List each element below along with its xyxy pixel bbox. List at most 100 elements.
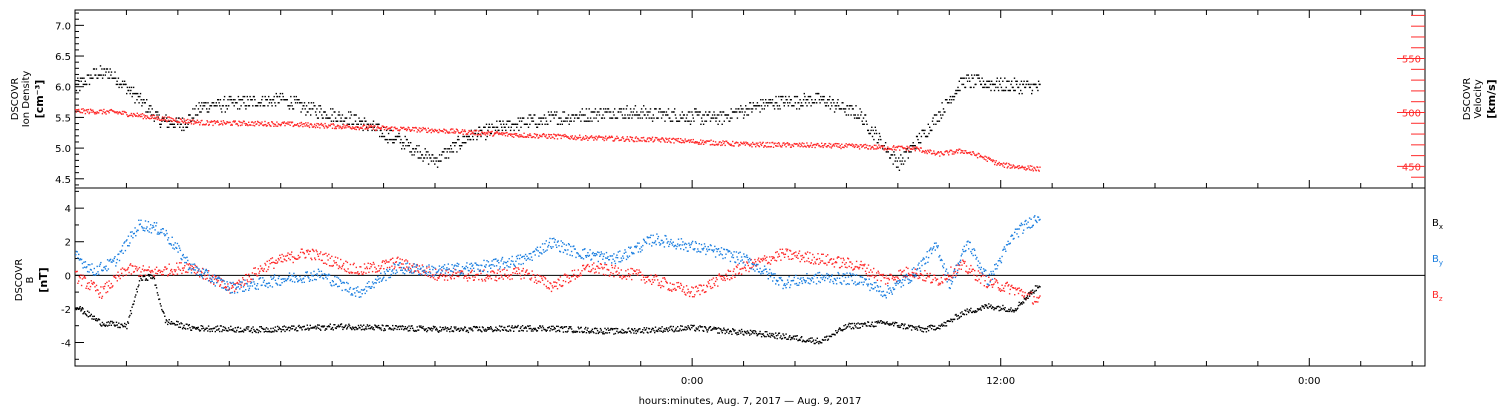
- bz-point: [525, 270, 527, 272]
- bz-point: [980, 275, 982, 278]
- density-point: [310, 102, 313, 104]
- velocity-point: [394, 127, 397, 130]
- bz-point: [821, 253, 823, 255]
- by-point: [408, 266, 410, 268]
- bz-point: [876, 279, 879, 281]
- density-point: [208, 108, 211, 110]
- by-point: [469, 263, 471, 265]
- velocity-point: [946, 150, 948, 152]
- by-point: [242, 286, 245, 288]
- bz-point: [893, 279, 895, 281]
- by-point: [356, 290, 358, 292]
- by-point: [75, 254, 77, 256]
- by-point: [535, 248, 537, 250]
- velocity-point: [608, 137, 610, 139]
- bz-point: [881, 275, 884, 277]
- bz-point: [553, 281, 555, 283]
- by-point: [544, 250, 547, 252]
- by-point: [472, 267, 475, 269]
- bz-point: [1002, 289, 1004, 292]
- bz-point: [884, 277, 886, 279]
- density-point: [712, 117, 714, 119]
- by-point: [536, 249, 538, 251]
- density-point: [523, 117, 525, 119]
- by-point: [307, 276, 309, 278]
- density-point: [625, 108, 628, 110]
- bz-point: [541, 279, 544, 281]
- by-point: [596, 254, 598, 256]
- by-point: [291, 274, 293, 277]
- bz-point: [446, 275, 448, 277]
- velocity-point: [328, 124, 330, 126]
- bz-point: [763, 255, 766, 257]
- by-point: [656, 233, 658, 235]
- velocity-point: [414, 127, 416, 129]
- bz-point: [242, 279, 245, 281]
- velocity-point: [580, 139, 582, 141]
- velocity-point: [736, 141, 738, 144]
- by-point: [731, 256, 733, 258]
- bz-point: [172, 273, 174, 275]
- bz-point: [135, 268, 137, 270]
- bz-point: [170, 269, 172, 272]
- velocity-point: [524, 136, 526, 138]
- density-point: [472, 138, 475, 141]
- velocity-point: [639, 140, 642, 142]
- bz-point: [953, 272, 955, 274]
- velocity-point: [550, 134, 553, 136]
- velocity-point: [487, 130, 490, 133]
- velocity-point: [161, 118, 163, 120]
- by-point: [454, 264, 456, 266]
- by-point: [737, 252, 740, 254]
- density-point: [756, 105, 758, 107]
- velocity-point: [905, 149, 908, 151]
- bz-point: [691, 296, 694, 298]
- velocity-point: [338, 127, 340, 129]
- density-point: [412, 148, 415, 150]
- bz-point: [679, 287, 681, 289]
- density-point: [645, 117, 648, 119]
- bz-point: [161, 270, 164, 273]
- bz-point: [259, 270, 261, 272]
- bz-point: [824, 262, 826, 265]
- density-point: [195, 105, 197, 107]
- density-point: [339, 114, 341, 116]
- bz-point: [328, 253, 330, 256]
- density-point: [543, 114, 546, 116]
- velocity-point: [575, 138, 577, 141]
- by-point: [685, 246, 687, 249]
- velocity-point: [858, 148, 861, 150]
- by-point: [185, 261, 187, 264]
- bz-point: [779, 248, 781, 251]
- bz-point: [988, 276, 990, 278]
- density-point: [802, 105, 804, 107]
- bz-point: [377, 270, 379, 272]
- by-point: [215, 277, 217, 280]
- by-point: [510, 263, 512, 265]
- bz-point: [747, 264, 749, 267]
- bz-point: [790, 258, 792, 260]
- density-point: [637, 117, 639, 119]
- by-point: [456, 262, 458, 265]
- by-point: [657, 238, 659, 240]
- velocity-point: [956, 152, 959, 154]
- by-point: [104, 266, 106, 268]
- velocity-point: [953, 151, 956, 153]
- by-point: [746, 254, 748, 256]
- bz-point: [289, 259, 291, 261]
- bz-point: [858, 266, 861, 269]
- bz-point: [102, 286, 104, 288]
- by-point: [351, 294, 354, 296]
- velocity-point: [662, 137, 664, 140]
- bz-point: [204, 278, 207, 280]
- density-point: [1030, 83, 1032, 86]
- velocity-point: [308, 125, 310, 127]
- by-point: [666, 242, 668, 244]
- velocity-point: [528, 134, 530, 136]
- by-point: [302, 277, 305, 280]
- by-point: [328, 274, 331, 276]
- velocity-point: [279, 123, 281, 126]
- density-point: [175, 117, 177, 119]
- by-point: [627, 256, 629, 259]
- density-point: [290, 102, 293, 104]
